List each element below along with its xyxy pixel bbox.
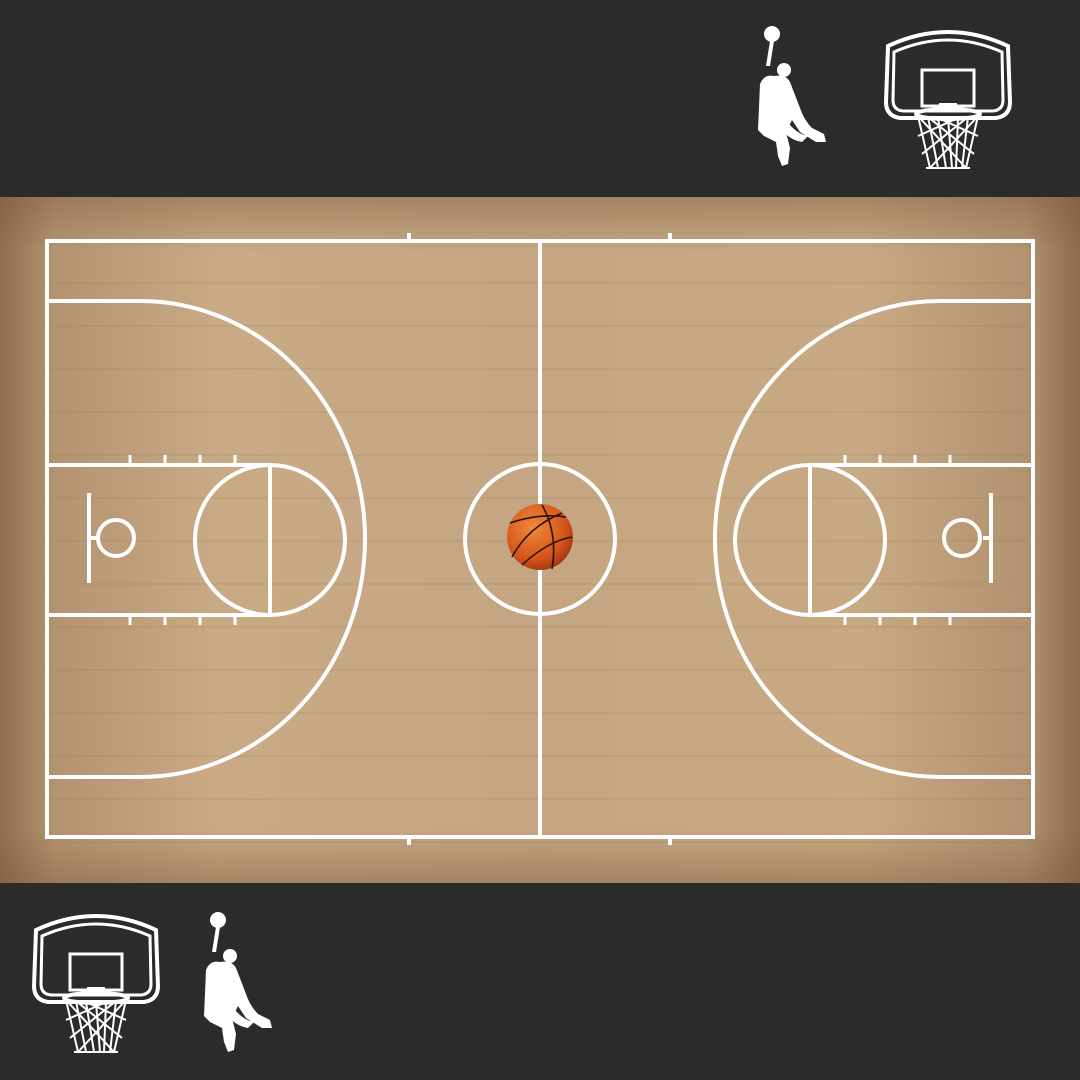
center-circle <box>463 462 617 616</box>
basketball-hoop-icon <box>883 30 1013 169</box>
right-key <box>808 463 1035 617</box>
basketball-hoop-icon <box>31 914 161 1053</box>
left-rim <box>96 518 136 558</box>
top-band <box>0 0 1080 197</box>
right-rim <box>942 518 982 558</box>
right-free-throw-circle <box>733 463 887 617</box>
court-lines <box>45 233 1035 845</box>
dunking-player-icon <box>758 26 826 166</box>
basketball-court <box>0 197 1080 883</box>
left-key <box>45 463 272 617</box>
left-free-throw-circle <box>193 463 347 617</box>
right-three-point-line <box>713 299 1033 779</box>
bottom-band <box>0 883 1080 1080</box>
dunking-player-icon <box>204 912 272 1052</box>
left-three-point-line <box>47 299 367 779</box>
basketball-icon <box>507 504 573 570</box>
